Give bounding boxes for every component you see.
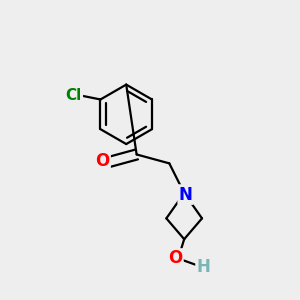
Text: O: O <box>168 250 182 268</box>
Text: H: H <box>196 258 210 276</box>
Text: N: N <box>179 186 193 204</box>
Text: O: O <box>95 152 110 170</box>
Text: Cl: Cl <box>66 88 82 104</box>
